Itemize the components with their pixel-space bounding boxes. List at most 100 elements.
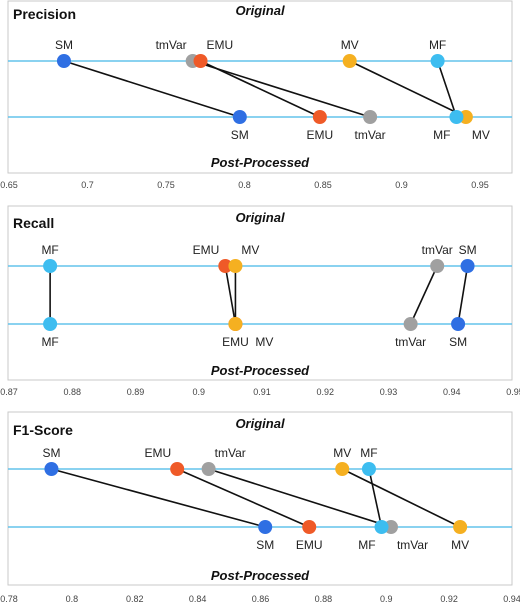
panel-title: Recall: [13, 215, 54, 231]
point-original-mv: [228, 259, 243, 273]
label-post-processed-tmvar: tmVar: [355, 128, 386, 142]
slope-line-mv: [349, 60, 467, 118]
panel-f1-score: F1-Score Original Post-Processed 0.78 0.8 0.8…: [0, 411, 520, 604]
point-original-mf: [43, 259, 58, 273]
original-row-label: Original: [235, 416, 285, 431]
x-tick-label: 0.9: [395, 180, 408, 190]
slope-line-sm: [51, 468, 266, 528]
point-post-processed-mf: [449, 110, 464, 124]
point-original-emu: [218, 259, 233, 273]
panel-frame: [7, 205, 513, 381]
point-original-mf: [430, 54, 445, 68]
point-post-processed-sm: [451, 317, 466, 331]
original-row-label: Original: [235, 3, 285, 18]
point-post-processed-tmvar: [403, 317, 418, 331]
slope-line-tmvar: [409, 265, 438, 325]
label-original-sm: SM: [459, 243, 477, 257]
slope-line-emu: [200, 60, 321, 118]
label-original-mf: MF: [41, 243, 58, 257]
label-original-tmvar: tmVar: [215, 446, 246, 460]
original-row-label: Original: [235, 210, 285, 225]
slope-line-mf: [368, 468, 383, 528]
point-original-emu: [170, 462, 185, 476]
label-original-tmvar: tmVar: [156, 38, 187, 52]
x-tick-label: 0.92: [316, 387, 334, 397]
label-post-processed-emu: EMU: [307, 128, 334, 142]
point-original-sm: [56, 54, 71, 68]
panel-frame: [7, 0, 513, 174]
label-original-mv: MV: [341, 38, 359, 52]
label-original-mv: MV: [333, 446, 351, 460]
x-tick-label: 0.87: [0, 387, 18, 397]
label-original-emu: EMU: [145, 446, 172, 460]
x-tick-label: 0.75: [157, 180, 175, 190]
panel-title: F1-Score: [13, 422, 73, 438]
slope-line-emu: [224, 265, 237, 325]
slope-line-tmvar: [208, 468, 392, 528]
x-tick-label: 0.88: [315, 594, 333, 604]
label-post-processed-tmvar: tmVar: [395, 335, 426, 349]
panel-title: Precision: [13, 6, 76, 22]
label-post-processed-mf: MF: [41, 335, 58, 349]
point-post-processed-emu: [312, 110, 327, 124]
post-processed-row-label: Post-Processed: [211, 155, 310, 170]
x-tick-label: 0.94: [503, 594, 520, 604]
x-tick-label: 0.95: [471, 180, 489, 190]
point-post-processed-emu: [302, 520, 317, 534]
label-original-emu: EMU: [193, 243, 220, 257]
x-tick-label: 0.89: [127, 387, 145, 397]
x-tick-label: 0.88: [63, 387, 81, 397]
point-original-tmvar: [201, 462, 216, 476]
point-post-processed-sm: [258, 520, 273, 534]
label-post-processed-emu: EMU: [222, 335, 249, 349]
label-post-processed-mv: MV: [451, 538, 469, 552]
x-tick-label: 0.91: [253, 387, 271, 397]
x-tick-label: 0.65: [0, 180, 18, 190]
x-tick-label: 0.95: [506, 387, 520, 397]
point-post-processed-mv: [453, 520, 468, 534]
panel-recall: Recall Original Post-Processed 0.87 0.88 0.89…: [0, 205, 520, 397]
post-processed-row-label: Post-Processed: [211, 568, 310, 583]
point-original-tmvar: [430, 259, 445, 273]
label-post-processed-tmvar: tmVar: [397, 538, 428, 552]
slope-line-sm: [457, 265, 469, 325]
x-tick-label: 0.93: [380, 387, 398, 397]
label-original-mf: MF: [429, 38, 446, 52]
point-post-processed-mv: [228, 317, 243, 331]
x-tick-label: 0.82: [126, 594, 144, 604]
x-tick-label: 0.9: [380, 594, 393, 604]
point-post-processed-sm: [232, 110, 247, 124]
x-tick-label: 0.92: [440, 594, 458, 604]
x-tick-label: 0.8: [238, 180, 251, 190]
point-post-processed-mf: [374, 520, 389, 534]
label-post-processed-sm: SM: [231, 128, 249, 142]
slope-line-emu: [176, 468, 310, 528]
label-post-processed-sm: SM: [256, 538, 274, 552]
x-tick-label: 0.86: [252, 594, 270, 604]
label-original-mf: MF: [360, 446, 377, 460]
label-post-processed-sm: SM: [449, 335, 467, 349]
point-post-processed-tmvar: [363, 110, 378, 124]
label-post-processed-emu: EMU: [296, 538, 323, 552]
x-tick-label: 0.7: [81, 180, 94, 190]
label-post-processed-mv: MV: [255, 335, 273, 349]
post-processed-row-label: Post-Processed: [211, 363, 310, 378]
label-post-processed-mf: MF: [358, 538, 375, 552]
slope-line-mv: [341, 468, 461, 528]
label-original-emu: EMU: [207, 38, 234, 52]
x-tick-label: 0.78: [0, 594, 18, 604]
label-original-mv: MV: [241, 243, 259, 257]
label-original-tmvar: tmVar: [422, 243, 453, 257]
slope-line-mf: [436, 60, 458, 118]
panel-frame: [7, 411, 513, 586]
label-original-sm: SM: [55, 38, 73, 52]
point-original-sm: [460, 259, 475, 273]
x-tick-label: 0.84: [189, 594, 207, 604]
label-original-sm: SM: [42, 446, 60, 460]
point-original-mv: [335, 462, 350, 476]
panel-precision: Precision Original Post-Processed 0.65 0.7 0.…: [0, 0, 513, 190]
point-original-emu: [193, 54, 208, 68]
x-tick-label: 0.9: [192, 387, 205, 397]
label-post-processed-mf: MF: [433, 128, 450, 142]
